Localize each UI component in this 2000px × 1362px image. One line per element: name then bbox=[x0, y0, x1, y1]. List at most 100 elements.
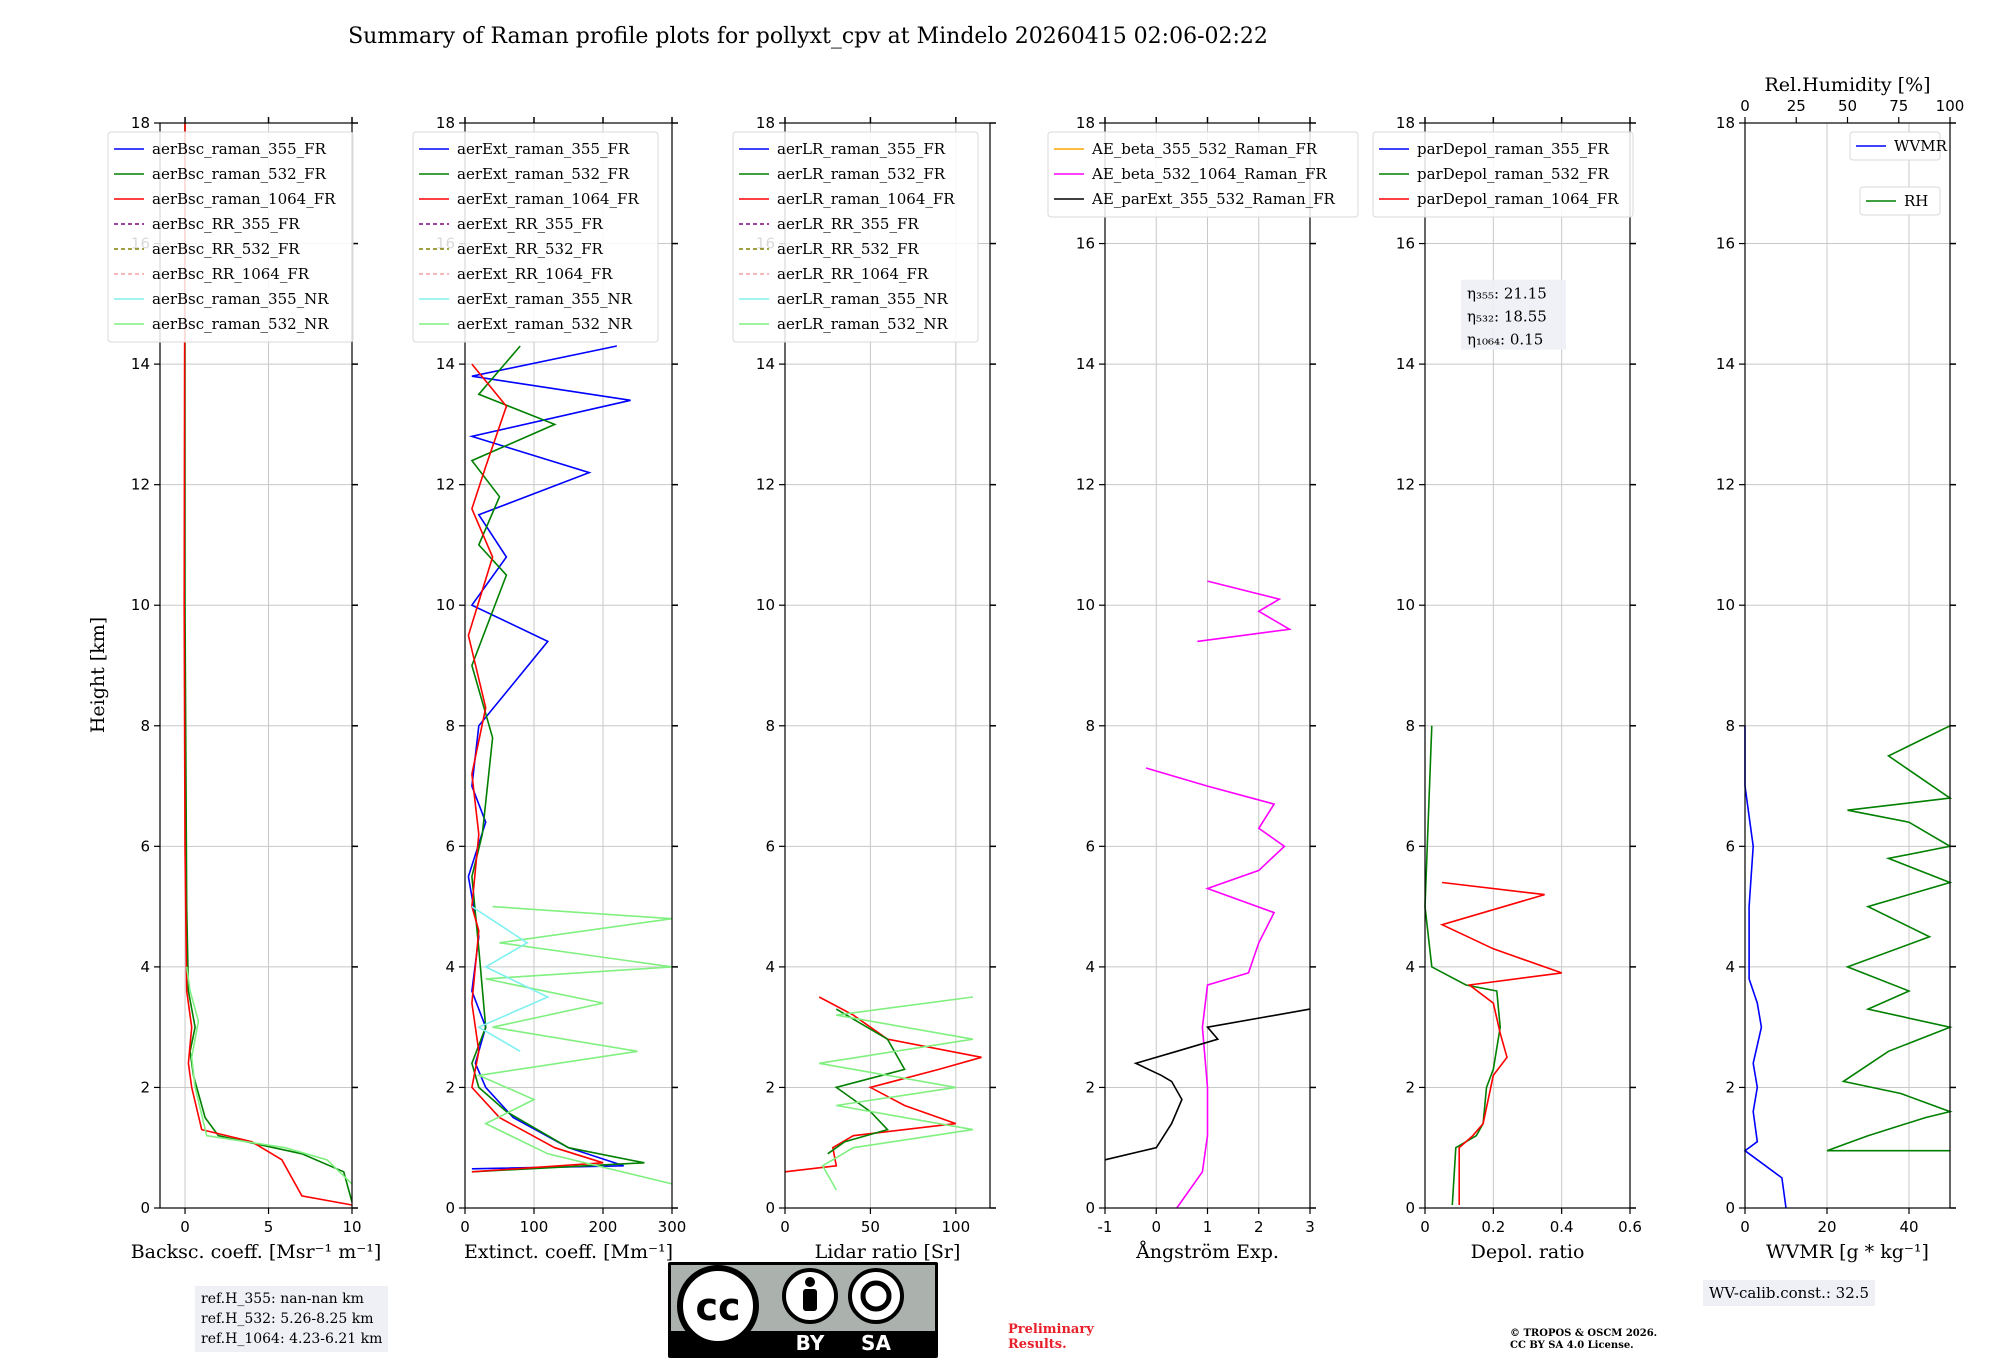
legend-label: aerBsc_RR_1064_FR bbox=[152, 265, 310, 283]
series-aerExt_raman_1064_FR bbox=[467, 363, 604, 1173]
legend-ae: AE_beta_355_532_Raman_FR AE_beta_532_1064… bbox=[1047, 131, 1359, 218]
copyright-line-1: © TROPOS & OSCM 2026. bbox=[1510, 1328, 1658, 1339]
eta-line: η₃₅₅: 21.15 bbox=[1467, 285, 1547, 303]
legend-ext: aerExt_raman_355_FR aerExt_raman_532_FRae… bbox=[412, 131, 659, 343]
plot-frame bbox=[1744, 122, 1951, 1209]
y-tick-label: 4 bbox=[1085, 958, 1095, 976]
y-tick-label: 2 bbox=[445, 1078, 455, 1096]
y-tick-label: 0 bbox=[445, 1199, 455, 1217]
legend-label: AE_beta_355_532_Raman_FR bbox=[1091, 140, 1318, 158]
preliminary-line-1: Preliminary bbox=[1008, 1322, 1094, 1337]
series-aerExt_raman_532_FR bbox=[470, 345, 645, 1173]
x-tick-label: 2 bbox=[1254, 1218, 1264, 1236]
panel-bsc: 0246810121416180510Backsc. coeff. [Msr⁻¹… bbox=[107, 114, 382, 1263]
series-aerBsc_raman_1064_FR bbox=[183, 122, 353, 1206]
x-axis-label: Lidar ratio [Sr] bbox=[815, 1241, 961, 1263]
legend-wv: WVMR RH bbox=[1849, 131, 1948, 216]
y-tick-label: 0 bbox=[1725, 1199, 1735, 1217]
legend-label: aerLR_RR_355_FR bbox=[777, 215, 919, 233]
series-WVMR bbox=[1743, 725, 1787, 1209]
plot-frame bbox=[464, 122, 673, 1209]
x-tick-label: 40 bbox=[1899, 1218, 1918, 1236]
series-aerLR_raman_532_NR bbox=[819, 996, 974, 1191]
eta-line: η₁₀₆₄: 0.15 bbox=[1467, 331, 1543, 349]
eta-annotation: η₃₅₅: 21.15 η₅₃₂: 18.55 η₁₀₆₄: 0.15 bbox=[1461, 279, 1566, 350]
eta-box bbox=[1461, 279, 1566, 350]
y-tick-label: 8 bbox=[1085, 717, 1095, 735]
top-x-tick-label: 75 bbox=[1889, 97, 1908, 115]
top-x-tick-label: 50 bbox=[1838, 97, 1857, 115]
y-tick-label: 18 bbox=[1716, 114, 1735, 132]
by-label: BY bbox=[796, 1331, 825, 1355]
series-parDepol_raman_532_FR bbox=[1424, 725, 1502, 1206]
series-aerBsc_raman_532_NR bbox=[185, 966, 353, 1185]
top-x-tick-label: 25 bbox=[1787, 97, 1806, 115]
legend-label: aerBsc_raman_532_FR bbox=[152, 165, 327, 183]
legend-label: aerExt_raman_532_FR bbox=[457, 165, 630, 183]
legend-label: parDepol_raman_355_FR bbox=[1417, 140, 1610, 158]
x-tick-label: 0.4 bbox=[1550, 1218, 1574, 1236]
sa-label: SA bbox=[861, 1331, 891, 1355]
ref-h-1064: ref.H_1064: 4.23-6.21 km bbox=[201, 1331, 383, 1347]
panel-ext: 0246810121416180100200300Extinct. coeff.… bbox=[412, 114, 687, 1263]
series-AE_parExt_355_532_Raman_FR bbox=[1104, 1008, 1311, 1161]
legend-label: WVMR bbox=[1894, 137, 1948, 155]
legend-label: aerLR_raman_1064_FR bbox=[777, 190, 955, 208]
cc-letters: cc bbox=[695, 1285, 740, 1329]
top-x-tick-label: 100 bbox=[1936, 97, 1965, 115]
x-tick-label: 200 bbox=[589, 1218, 618, 1236]
y-tick-label: 12 bbox=[756, 476, 775, 494]
legend-label: parDepol_raman_532_FR bbox=[1417, 165, 1610, 183]
y-tick-label: 6 bbox=[1085, 837, 1095, 855]
x-tick-label: 20 bbox=[1817, 1218, 1836, 1236]
x-tick-label: 0 bbox=[460, 1218, 470, 1236]
x-tick-label: 10 bbox=[342, 1218, 361, 1236]
x-tick-label: -1 bbox=[1098, 1218, 1113, 1236]
y-tick-label: 10 bbox=[1396, 596, 1415, 614]
y-tick-label: 6 bbox=[445, 837, 455, 855]
y-tick-label: 14 bbox=[1716, 355, 1735, 373]
figure-title: Summary of Raman profile plots for polly… bbox=[348, 24, 1268, 49]
y-tick-label: 8 bbox=[1405, 717, 1415, 735]
y-tick-label: 18 bbox=[1076, 114, 1095, 132]
y-tick-label: 2 bbox=[1405, 1078, 1415, 1096]
x-tick-label: 0 bbox=[180, 1218, 190, 1236]
legend-label: aerExt_raman_355_NR bbox=[457, 290, 633, 308]
panel-wv: 0 2 4 6 8 10 12 14 16 18 0 20 40 WVMR [g * kg⁻¹] 0 25 50… bbox=[1716, 74, 1964, 1263]
legend-label: aerBsc_RR_532_FR bbox=[152, 240, 300, 258]
y-axis-label: Height [km] bbox=[87, 617, 109, 733]
series-aerExt_raman_355_FR bbox=[467, 345, 631, 1170]
preliminary-line-2: Results. bbox=[1008, 1337, 1067, 1352]
legend-label: aerBsc_raman_355_NR bbox=[152, 290, 329, 308]
x-tick-label: 300 bbox=[658, 1218, 687, 1236]
series-RH bbox=[1826, 725, 1953, 1152]
y-tick-label: 14 bbox=[131, 355, 150, 373]
legend-depol: parDepol_raman_355_FR parDepol_raman_532_… bbox=[1372, 131, 1634, 218]
series-parDepol_raman_1064_FR bbox=[1439, 881, 1562, 1205]
legend-label: aerBsc_raman_1064_FR bbox=[152, 190, 336, 208]
y-tick-label: 12 bbox=[1716, 476, 1735, 494]
copyright-line-2: CC BY SA 4.0 License. bbox=[1510, 1340, 1634, 1351]
y-tick-label: 10 bbox=[756, 596, 775, 614]
legend-label: aerBsc_RR_355_FR bbox=[152, 215, 300, 233]
x-tick-label: 0 bbox=[780, 1218, 790, 1236]
x-tick-label: 0 bbox=[1420, 1218, 1430, 1236]
cc-by-sa-logo: cc BY SA bbox=[668, 1262, 938, 1358]
legend-label: aerExt_raman_355_FR bbox=[457, 140, 630, 158]
legend-label: AE_beta_532_1064_Raman_FR bbox=[1091, 165, 1327, 183]
x-tick-label: 100 bbox=[520, 1218, 549, 1236]
y-tick-label: 0 bbox=[1405, 1199, 1415, 1217]
x-tick-label: 3 bbox=[1305, 1218, 1315, 1236]
series-aerLR_raman_532_FR bbox=[827, 1008, 906, 1155]
top-x-axis-label: Rel.Humidity [%] bbox=[1764, 74, 1930, 96]
y-tick-label: 6 bbox=[1725, 837, 1735, 855]
x-axis-label: Backsc. coeff. [Msr⁻¹ m⁻¹] bbox=[131, 1241, 382, 1263]
legend-label: aerExt_raman_1064_FR bbox=[457, 190, 639, 208]
legend-label: parDepol_raman_1064_FR bbox=[1417, 190, 1619, 208]
y-tick-label: 4 bbox=[1725, 958, 1735, 976]
legend-label: aerLR_RR_1064_FR bbox=[777, 265, 929, 283]
y-tick-label: 12 bbox=[131, 476, 150, 494]
y-tick-label: 16 bbox=[1396, 235, 1415, 253]
